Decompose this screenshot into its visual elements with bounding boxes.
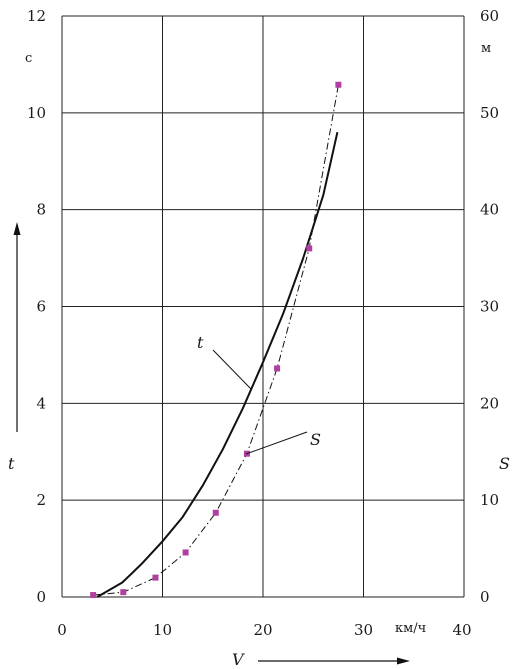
right-tick-label: 60 [480,7,499,25]
series-s-point [306,245,313,252]
left-tick-label: 12 [27,7,46,25]
t-annotation-leader [212,349,252,390]
right-tick-label: 30 [480,298,499,316]
series-s-line [93,84,339,596]
left-axis-label: t [8,454,15,473]
series-s-point [212,509,219,516]
right-tick-label: 0 [480,588,490,606]
x-axis-label: V [232,650,245,669]
series-s-point [90,592,97,599]
left-tick-label: 0 [36,588,46,606]
series-s-point [152,574,159,581]
right-tick-label: 10 [480,491,499,509]
s-annotation-label: S [310,430,321,449]
x-axis-unit: км/ч [395,621,426,636]
x-tick-label: 0 [57,621,67,639]
x-tick-label: 30 [354,621,373,639]
left-tick-label: 10 [27,104,46,122]
left-axis-arrowhead [13,222,21,235]
series-s-point [182,549,189,556]
right-tick-label: 40 [480,201,499,219]
tick-labels: 0 2 4 6 8 10 12 0 10 20 30 40 50 60 0 10 20 30 40 [27,7,499,639]
left-tick-label: 6 [36,298,46,316]
right-axis-unit: м [481,41,491,56]
t-annotation-label: t [197,333,204,352]
series-layer [90,81,342,599]
series-s-point [120,589,127,596]
left-tick-label: 4 [36,394,46,412]
s-annotation-leader [245,431,308,455]
right-tick-label: 20 [480,394,499,412]
series-t-line [96,131,339,598]
series-s-point [274,365,281,372]
x-tick-label: 20 [253,621,272,639]
series-s-point [335,81,342,88]
left-tick-label: 2 [36,491,46,509]
x-tick-label: 40 [452,621,471,639]
left-tick-label: 8 [36,201,46,219]
right-tick-label: 50 [480,104,499,122]
x-axis-arrowhead [397,657,410,665]
left-axis-unit: с [25,51,32,66]
grid [61,15,465,598]
right-axis-label: S [499,454,510,473]
x-tick-label: 10 [153,621,172,639]
